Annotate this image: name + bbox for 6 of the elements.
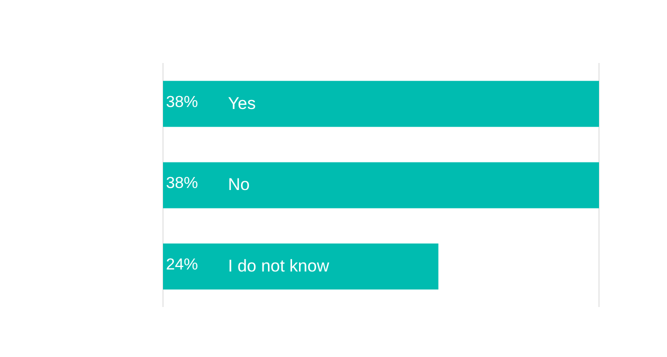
y-tick-label: I do not know	[228, 256, 330, 276]
y-tick-label: Yes	[228, 94, 256, 113]
data-label: 38%	[166, 175, 198, 192]
data-label: 24%	[166, 256, 198, 274]
data-label: 38%	[166, 94, 198, 111]
y-tick-label: No	[228, 175, 250, 194]
